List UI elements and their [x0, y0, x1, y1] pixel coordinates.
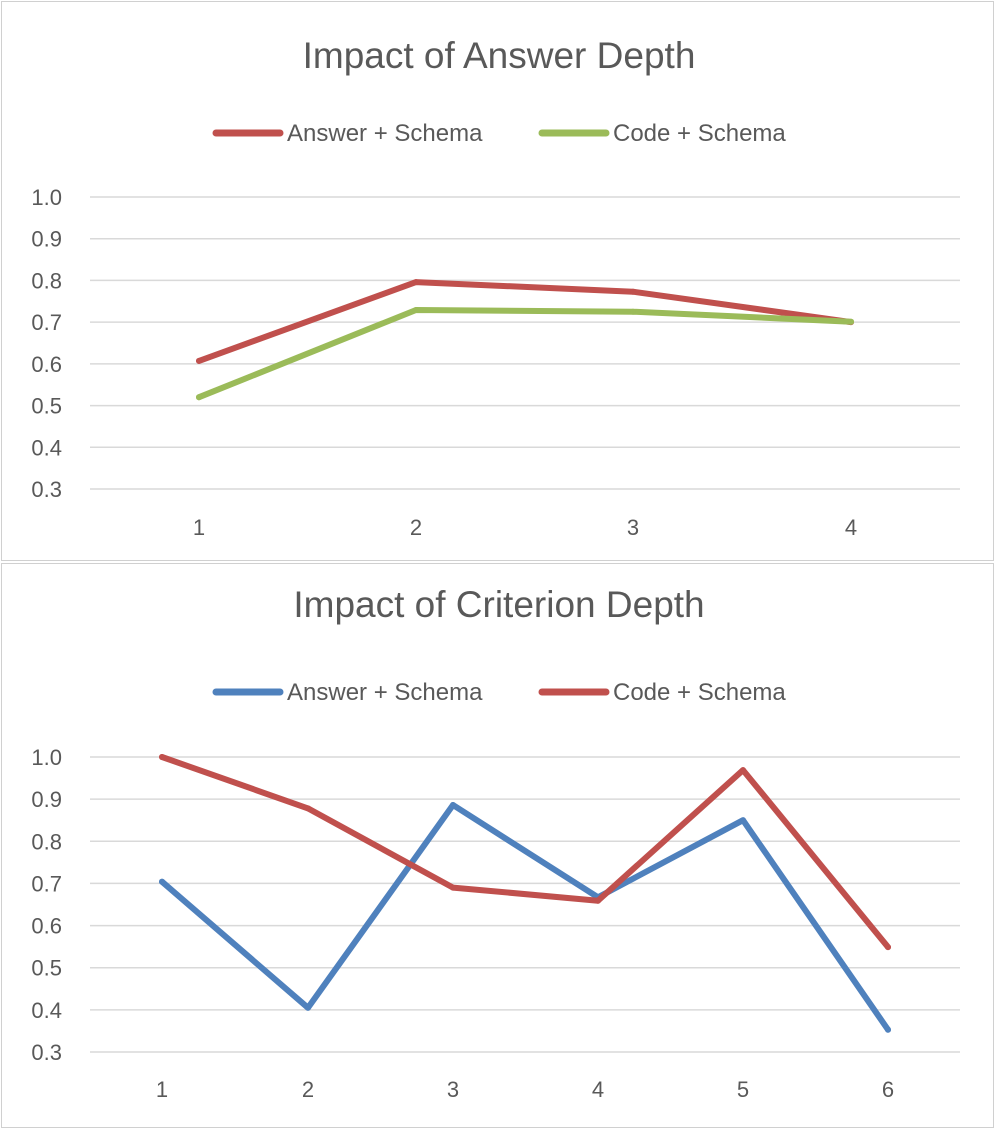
criterion-depth-y-tick-label: 0.7	[31, 871, 62, 896]
answer-depth-chart-title: Impact of Answer Depth	[303, 35, 696, 76]
criterion-depth-series-2-point	[885, 944, 891, 951]
answer-depth-series-1-point	[413, 279, 419, 286]
answer-depth-series-2-point	[630, 308, 636, 315]
criterion-depth-series-line-2	[159, 754, 891, 951]
answer-depth-series-1-point	[630, 288, 636, 295]
criterion-depth-legend-label-1: Answer + Schema	[287, 679, 483, 706]
criterion-depth-series-line-1	[159, 802, 891, 1033]
criterion-depth-y-tick-label: 0.3	[31, 1040, 62, 1065]
answer-depth-x-tick-label: 2	[410, 515, 422, 540]
answer-depth-y-tick-label: 0.6	[31, 352, 62, 377]
criterion-depth-y-tick-label: 1.0	[31, 745, 62, 770]
criterion-depth-y-tick-label: 0.9	[31, 787, 62, 812]
answer-depth-series-2-point	[848, 318, 854, 325]
answer-depth-x-tick-label: 4	[845, 515, 857, 540]
criterion-depth-series-1-point	[450, 802, 456, 808]
criterion-depth-series-2-point	[740, 767, 746, 774]
answer-depth-series-line-2	[196, 307, 854, 401]
criterion-depth-series-1-point	[885, 1026, 891, 1033]
criterion-depth-chart: Impact of Criterion Depth Answer + Schema…	[1, 563, 994, 1128]
criterion-depth-x-tick-label: 1	[156, 1077, 168, 1102]
criterion-depth-series-1-point	[740, 817, 746, 824]
criterion-depth-x-tick-label: 3	[447, 1077, 459, 1102]
answer-depth-series-2-point	[413, 307, 419, 313]
answer-depth-y-tick-label: 0.4	[31, 435, 62, 460]
answer-depth-y-tick-label: 0.9	[31, 227, 62, 252]
criterion-depth-y-tick-label: 0.6	[31, 914, 62, 939]
answer-depth-x-tick-label: 3	[627, 515, 639, 540]
criterion-depth-x-tick-label: 4	[592, 1077, 604, 1102]
answer-depth-series-2-point	[196, 394, 202, 401]
criterion-depth-chart-svg: Impact of Criterion Depth Answer + Schema…	[31, 584, 960, 1102]
answer-depth-y-tick-label: 0.3	[31, 477, 62, 502]
criterion-depth-x-tick-label: 5	[737, 1077, 749, 1102]
criterion-depth-series-2-point	[450, 884, 456, 891]
answer-depth-legend-label-2: Code + Schema	[613, 120, 786, 147]
answer-depth-y-tick-label: 0.8	[31, 268, 62, 293]
criterion-depth-chart-title: Impact of Criterion Depth	[293, 584, 704, 625]
criterion-depth-series-2-point	[595, 897, 601, 904]
criterion-depth-series-1-point	[159, 878, 165, 885]
criterion-depth-series-1-point	[305, 1004, 311, 1011]
answer-depth-chart-svg: Impact of Answer Depth Answer + Schema Cod…	[31, 35, 960, 540]
answer-depth-y-tick-label: 0.5	[31, 394, 62, 419]
criterion-depth-series-2-point	[305, 805, 311, 812]
answer-depth-legend-label-1: Answer + Schema	[287, 120, 483, 147]
answer-depth-series-line-1	[196, 279, 854, 364]
criterion-depth-series-2-point	[159, 754, 165, 760]
answer-depth-series-1-point	[196, 357, 202, 364]
criterion-depth-x-tick-label: 6	[882, 1077, 894, 1102]
criterion-depth-y-tick-label: 0.8	[31, 829, 62, 854]
criterion-depth-legend-label-2: Code + Schema	[613, 679, 786, 706]
answer-depth-y-tick-label: 0.7	[31, 310, 62, 335]
criterion-depth-x-tick-label: 2	[302, 1077, 314, 1102]
answer-depth-x-tick-label: 1	[193, 515, 205, 540]
answer-depth-chart: Impact of Answer Depth Answer + Schema Cod…	[1, 1, 994, 561]
criterion-depth-y-tick-label: 0.4	[31, 998, 62, 1023]
answer-depth-y-tick-label: 1.0	[31, 185, 62, 210]
criterion-depth-y-tick-label: 0.5	[31, 956, 62, 981]
